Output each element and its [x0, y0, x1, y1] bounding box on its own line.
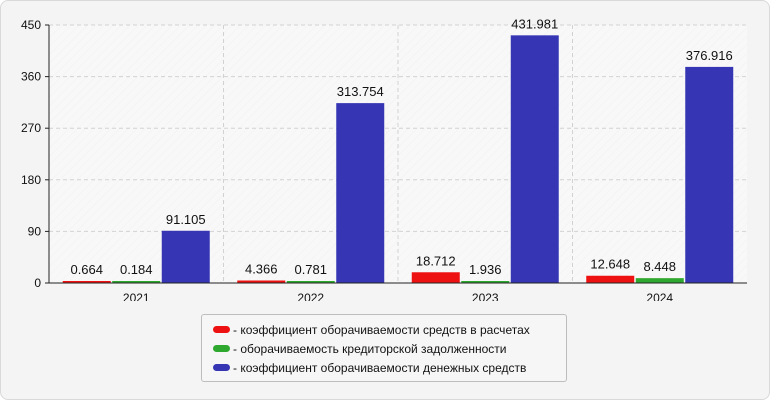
bar	[112, 281, 161, 283]
legend-item-receivables: - коэффициент оборачиваемости средств в …	[213, 320, 566, 339]
data-label: 12.648	[590, 257, 630, 272]
bar	[286, 281, 335, 283]
y-tick-label: 0	[34, 276, 41, 290]
data-label: 18.712	[416, 253, 456, 268]
legend-label: - оборачиваемость кредиторской задолженн…	[233, 341, 507, 356]
legend-label: - коэффициент оборачиваемости средств в …	[233, 322, 530, 337]
bar	[510, 35, 559, 283]
bar	[461, 281, 510, 283]
data-label: 8.448	[643, 259, 676, 274]
legend-swatch-green	[213, 345, 230, 352]
data-label: 0.664	[70, 262, 103, 277]
bar	[62, 281, 111, 283]
y-tick-label: 180	[21, 173, 41, 187]
data-label: 1.936	[469, 262, 502, 277]
y-tick-label: 270	[21, 121, 41, 135]
y-tick-label: 90	[28, 224, 42, 238]
data-label: 0.781	[294, 262, 327, 277]
legend: - коэффициент оборачиваемости средств в …	[201, 314, 567, 382]
x-tick-label: 2021	[123, 291, 150, 301]
bar	[685, 66, 734, 284]
legend-item-cash: - коэффициент оборачиваемости денежных с…	[213, 358, 566, 377]
bar-chart: 0 90 180 270 360 450 2021 2022 2023 2024 0.664 0.1…	[21, 16, 747, 301]
x-tick-label: 2024	[646, 291, 673, 301]
bar	[411, 272, 460, 283]
legend-item-payables: - оборачиваемость кредиторской задолженн…	[213, 339, 566, 358]
data-label: 313.754	[337, 84, 384, 99]
y-tick-label: 360	[21, 70, 41, 84]
data-label: 376.916	[686, 48, 733, 63]
legend-label: - коэффициент оборачиваемости денежных с…	[233, 360, 527, 375]
bar	[237, 280, 286, 283]
legend-swatch-blue	[213, 364, 230, 371]
y-tick-label: 450	[21, 18, 41, 32]
x-tick-label: 2023	[472, 291, 499, 301]
data-label: 431.981	[511, 16, 558, 31]
data-label: 4.366	[245, 261, 278, 276]
x-tick-label: 2022	[297, 291, 324, 301]
bar	[161, 230, 210, 283]
data-label: 0.184	[120, 262, 153, 277]
bar	[635, 278, 684, 283]
bar	[336, 103, 385, 283]
data-label: 91.105	[166, 212, 206, 227]
legend-swatch-red	[213, 326, 230, 333]
bar	[586, 275, 635, 283]
